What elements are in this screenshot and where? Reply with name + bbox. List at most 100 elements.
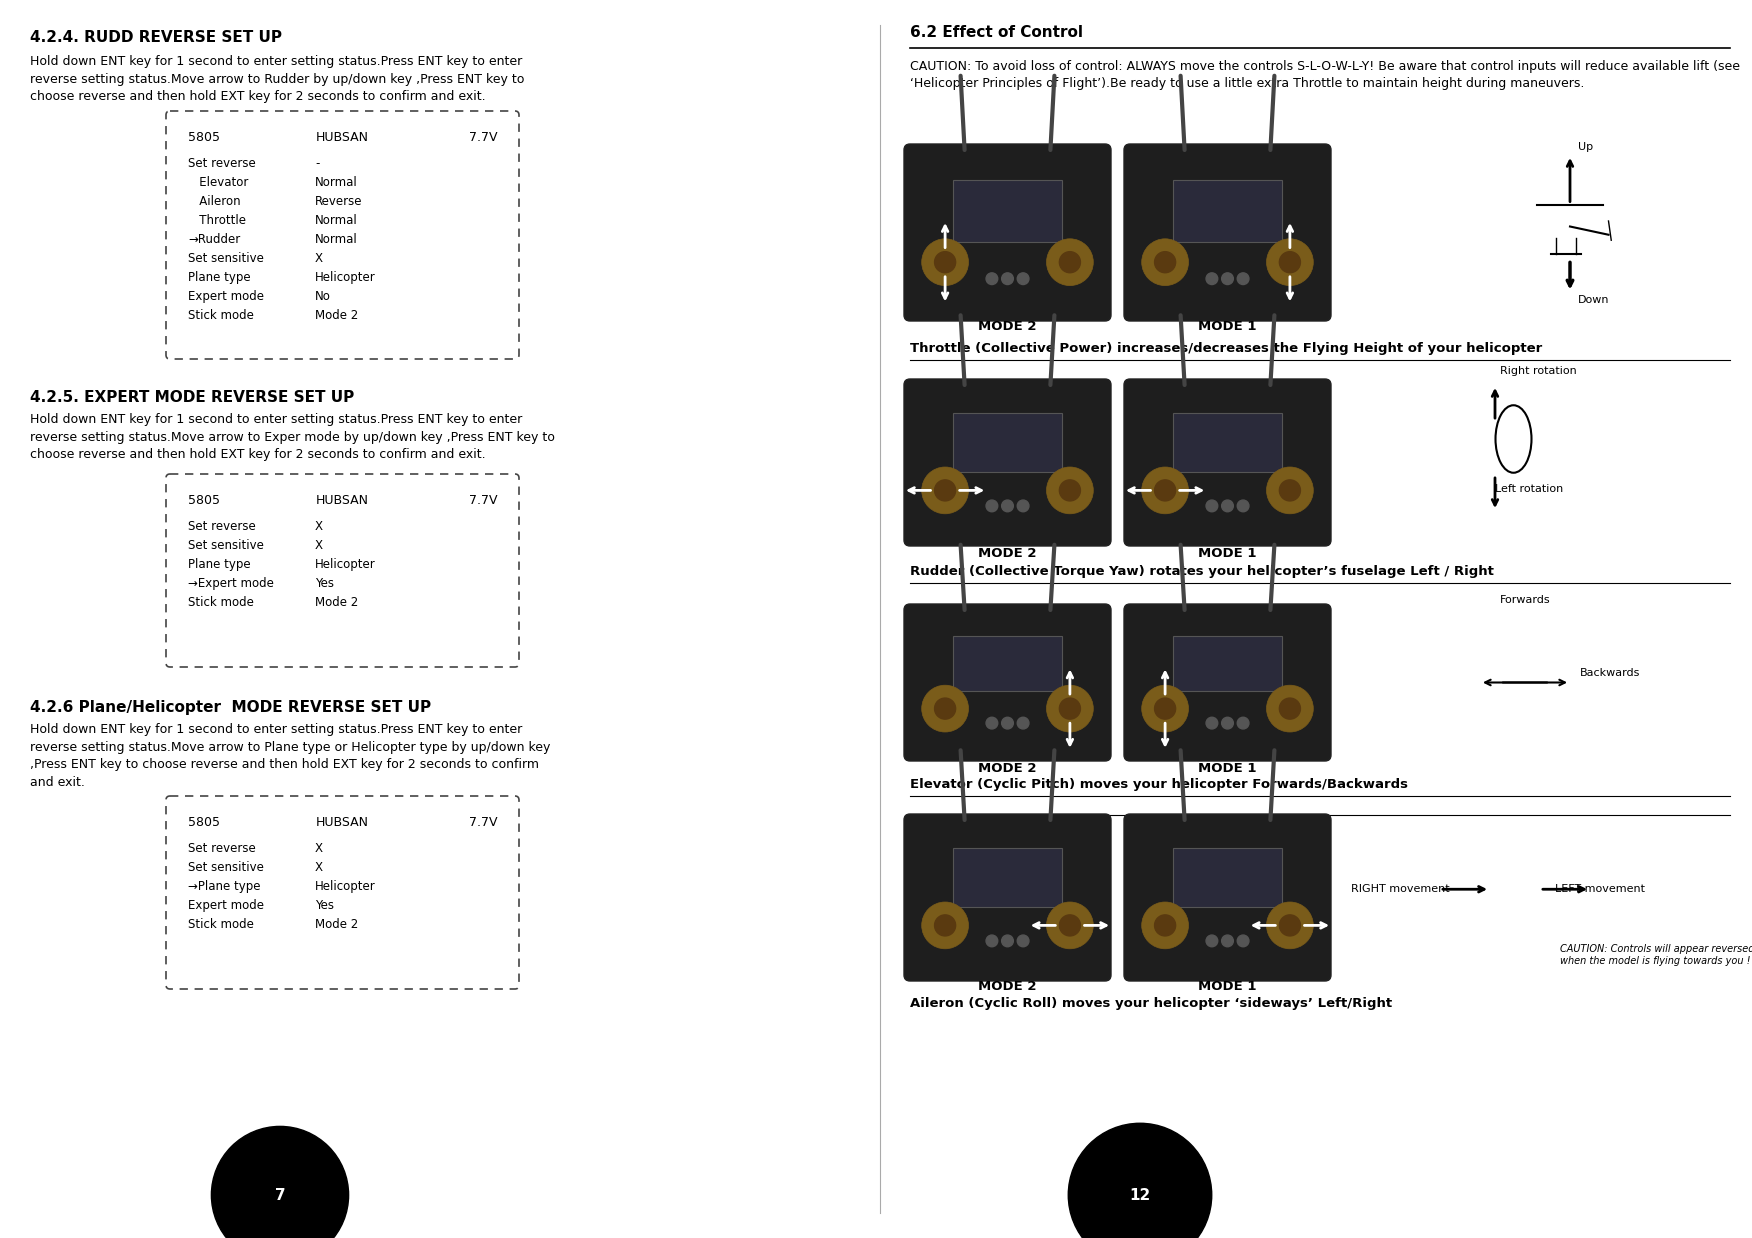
Text: X: X <box>315 520 322 534</box>
Circle shape <box>1046 685 1093 732</box>
Circle shape <box>1279 251 1300 272</box>
Bar <box>1172 413 1282 472</box>
Circle shape <box>1060 480 1081 501</box>
Circle shape <box>1237 272 1249 285</box>
Circle shape <box>1155 698 1176 719</box>
FancyBboxPatch shape <box>904 379 1111 546</box>
Text: Aileron (Cyclic Roll) moves your helicopter ‘sideways’ Left/Right: Aileron (Cyclic Roll) moves your helicop… <box>909 997 1393 1010</box>
Circle shape <box>922 903 969 948</box>
Circle shape <box>1205 272 1218 285</box>
Text: Aileron: Aileron <box>187 196 240 208</box>
Text: 5805: 5805 <box>187 131 221 144</box>
Text: No: No <box>315 290 331 303</box>
Text: Elevator (Cyclic Pitch) moves your helicopter Forwards/Backwards: Elevator (Cyclic Pitch) moves your helic… <box>909 777 1409 791</box>
Circle shape <box>1002 935 1013 947</box>
Circle shape <box>1267 685 1314 732</box>
FancyBboxPatch shape <box>166 796 519 989</box>
Text: Yes: Yes <box>315 577 335 591</box>
Text: 4.2.4. RUDD REVERSE SET UP: 4.2.4. RUDD REVERSE SET UP <box>30 30 282 45</box>
Circle shape <box>1155 480 1176 501</box>
Circle shape <box>1237 935 1249 947</box>
FancyBboxPatch shape <box>904 604 1111 761</box>
Text: 5805: 5805 <box>187 494 221 508</box>
Circle shape <box>986 500 997 511</box>
Text: →Plane type: →Plane type <box>187 880 261 893</box>
Circle shape <box>1018 717 1028 729</box>
Circle shape <box>1205 935 1218 947</box>
Text: Plane type: Plane type <box>187 271 251 284</box>
Text: HUBSAN: HUBSAN <box>315 494 370 508</box>
Circle shape <box>1060 698 1081 719</box>
Text: LEFT movement: LEFT movement <box>1556 884 1645 894</box>
Text: 7: 7 <box>275 1187 286 1202</box>
Text: 6.2 Effect of Control: 6.2 Effect of Control <box>909 25 1083 40</box>
Text: MODE 1: MODE 1 <box>1198 980 1256 993</box>
Circle shape <box>1046 239 1093 286</box>
Text: Mode 2: Mode 2 <box>315 310 357 322</box>
Text: HUBSAN: HUBSAN <box>315 131 370 144</box>
Text: X: X <box>315 253 322 265</box>
Text: Set sensitive: Set sensitive <box>187 253 265 265</box>
Circle shape <box>1142 903 1188 948</box>
Circle shape <box>934 251 955 272</box>
Ellipse shape <box>1496 405 1531 473</box>
Circle shape <box>1142 685 1188 732</box>
Circle shape <box>1279 698 1300 719</box>
Circle shape <box>922 685 969 732</box>
Text: 7.7V: 7.7V <box>468 131 498 144</box>
Text: 12: 12 <box>1130 1187 1151 1202</box>
Circle shape <box>1279 480 1300 501</box>
Circle shape <box>1267 239 1314 286</box>
Text: Set sensitive: Set sensitive <box>187 539 265 552</box>
Text: Hold down ENT key for 1 second to enter setting status.Press ENT key to enter
re: Hold down ENT key for 1 second to enter … <box>30 723 550 789</box>
Circle shape <box>1060 915 1081 936</box>
Text: Helicopter: Helicopter <box>315 271 375 284</box>
Circle shape <box>934 480 955 501</box>
Circle shape <box>1002 717 1013 729</box>
Text: Throttle (Collective Power) increases/decreases the Flying Height of your helico: Throttle (Collective Power) increases/de… <box>909 342 1542 355</box>
FancyBboxPatch shape <box>1125 379 1332 546</box>
Text: Stick mode: Stick mode <box>187 595 254 609</box>
Circle shape <box>1002 272 1013 285</box>
Circle shape <box>1279 915 1300 936</box>
Text: -: - <box>315 157 319 170</box>
Text: Backwards: Backwards <box>1580 667 1640 677</box>
Text: Set sensitive: Set sensitive <box>187 860 265 874</box>
FancyBboxPatch shape <box>166 474 519 667</box>
Text: Normal: Normal <box>315 176 357 189</box>
Text: Set reverse: Set reverse <box>187 157 256 170</box>
Text: Forwards: Forwards <box>1500 595 1551 605</box>
FancyBboxPatch shape <box>1125 815 1332 980</box>
FancyBboxPatch shape <box>904 815 1111 980</box>
Circle shape <box>1060 251 1081 272</box>
Bar <box>953 180 1062 243</box>
Circle shape <box>986 717 997 729</box>
Circle shape <box>1267 903 1314 948</box>
FancyBboxPatch shape <box>1125 144 1332 321</box>
Text: X: X <box>315 842 322 855</box>
Text: Elevator: Elevator <box>187 176 249 189</box>
Bar <box>953 636 1062 691</box>
Text: Left rotation: Left rotation <box>1494 484 1563 494</box>
Circle shape <box>1046 467 1093 514</box>
Text: 5805: 5805 <box>187 816 221 829</box>
Circle shape <box>1155 915 1176 936</box>
Circle shape <box>986 272 997 285</box>
Text: Stick mode: Stick mode <box>187 919 254 931</box>
Circle shape <box>1018 935 1028 947</box>
Circle shape <box>1142 239 1188 286</box>
Text: Plane type: Plane type <box>187 558 251 571</box>
Text: 7.7V: 7.7V <box>468 494 498 508</box>
Circle shape <box>922 467 969 514</box>
Circle shape <box>1205 500 1218 511</box>
Text: HUBSAN: HUBSAN <box>315 816 370 829</box>
Text: Hold down ENT key for 1 second to enter setting status.Press ENT key to enter
re: Hold down ENT key for 1 second to enter … <box>30 54 524 103</box>
Bar <box>953 413 1062 472</box>
Text: Expert mode: Expert mode <box>187 290 265 303</box>
Text: Normal: Normal <box>315 233 357 246</box>
Text: Down: Down <box>1579 295 1610 306</box>
Text: X: X <box>315 539 322 552</box>
Text: Yes: Yes <box>315 899 335 912</box>
Text: Up: Up <box>1579 142 1593 152</box>
Text: Rudder (Collective Torque Yaw) rotates your helicopter’s fuselage Left / Right: Rudder (Collective Torque Yaw) rotates y… <box>909 565 1494 578</box>
